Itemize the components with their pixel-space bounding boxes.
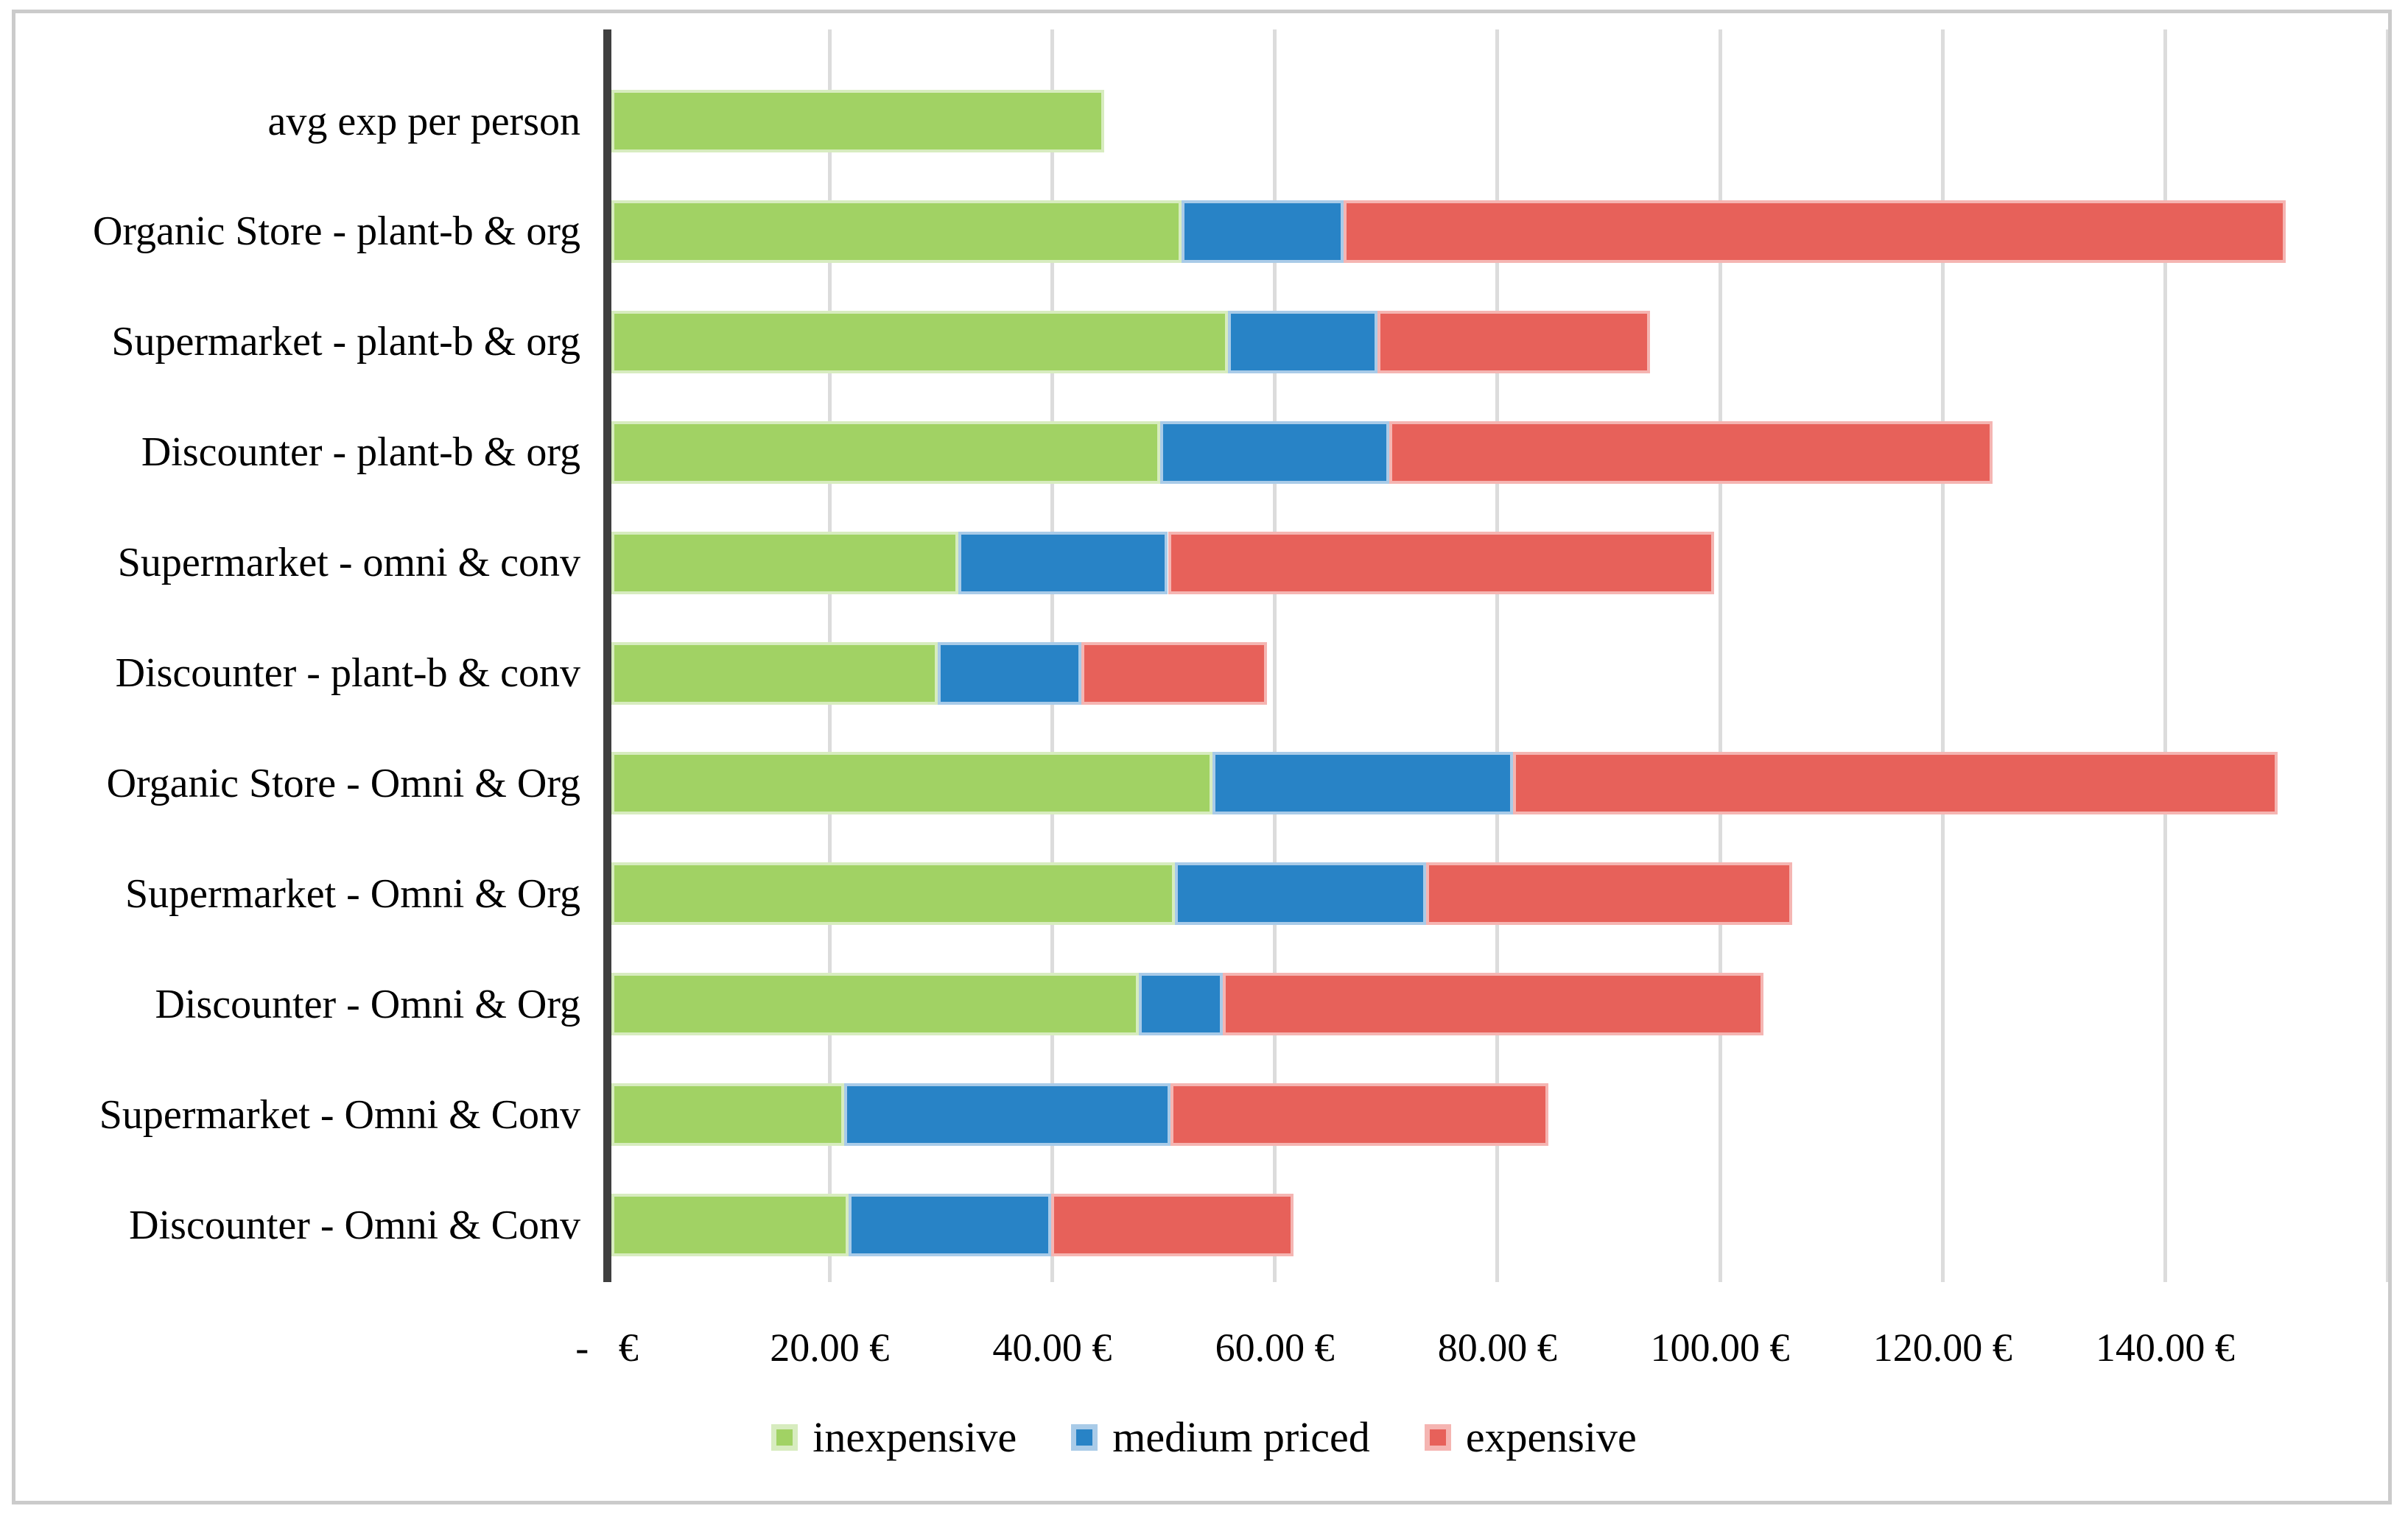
bar-row [611, 420, 2408, 484]
bar-segment-expensive [1512, 752, 2278, 815]
bar-row [611, 1194, 2408, 1256]
category-label: Discounter - Omni & Conv [129, 1202, 580, 1248]
category-label: avg exp per person [267, 98, 580, 144]
bar-segment-expensive [1344, 200, 2286, 263]
category-label: Discounter - Omni & Org [155, 981, 580, 1027]
bar-segment-inexpensive [611, 200, 1182, 263]
bar-segment-medium-priced [958, 531, 1168, 594]
bar-segment-inexpensive [611, 420, 1160, 484]
bar-segment-expensive [1389, 420, 1993, 484]
category-axis-line [603, 29, 611, 1282]
bar-row [611, 200, 2408, 263]
gridline [1718, 29, 1722, 1282]
bar-row [611, 310, 2408, 373]
category-label: Supermarket - plant-b & org [111, 319, 580, 365]
bar-segment-expensive [1377, 310, 1650, 373]
x-axis-tick-label: - € [575, 1326, 639, 1370]
bar-segment-medium-priced [1212, 752, 1513, 815]
x-axis-tick-label: 120.00 € [1872, 1326, 2012, 1370]
category-label: Supermarket - omni & conv [117, 540, 580, 586]
bar-row [611, 862, 2408, 926]
bar-segment-inexpensive [611, 1194, 849, 1256]
legend-marker-inexpensive [771, 1424, 798, 1451]
bar-row [611, 752, 2408, 815]
legend-marker-expensive [1424, 1424, 1451, 1451]
bar-segment-medium-priced [1174, 862, 1427, 926]
gridline [1940, 29, 1945, 1282]
bar-segment-medium-priced [1139, 973, 1223, 1036]
bar-row [611, 973, 2408, 1036]
bar-segment-inexpensive [611, 862, 1175, 926]
category-label: Organic Store - Omni & Org [106, 760, 580, 806]
bar-segment-inexpensive [611, 531, 959, 594]
bar-segment-medium-priced [937, 641, 1081, 705]
bar-segment-expensive [1170, 1083, 1549, 1147]
gridline [1273, 29, 1277, 1282]
category-label: Discounter - plant-b & conv [115, 650, 580, 696]
x-axis-tick-label: 80.00 € [1437, 1326, 1557, 1370]
bar-segment-medium-priced [1181, 200, 1344, 263]
bar-segment-expensive [1426, 862, 1793, 926]
bar-segment-inexpensive [611, 310, 1229, 373]
gridline [2163, 29, 2167, 1282]
bar-segment-medium-priced [1228, 310, 1377, 373]
legend-item: inexpensive [771, 1416, 1017, 1459]
bar-segment-inexpensive [611, 90, 1105, 152]
legend: inexpensive medium priced expensive [0, 1408, 2408, 1467]
category-label: Supermarket - Omni & Conv [99, 1091, 580, 1138]
bar-segment-expensive [1168, 531, 1715, 594]
bar-segment-medium-priced [848, 1194, 1051, 1256]
x-axis-tick-label: 40.00 € [992, 1326, 1112, 1370]
gridline [1495, 29, 1500, 1282]
x-axis-tick-label: 60.00 € [1215, 1326, 1335, 1370]
legend-marker-medium-priced [1071, 1424, 1098, 1451]
bar-segment-inexpensive [611, 641, 938, 705]
legend-item: expensive [1424, 1413, 1637, 1461]
gridline [2386, 29, 2390, 1282]
bar-segment-inexpensive [611, 1083, 844, 1147]
bar-segment-inexpensive [611, 752, 1212, 815]
bar-segment-inexpensive [611, 973, 1140, 1036]
legend-label: expensive [1465, 1413, 1637, 1461]
x-axis-tick-label: 100.00 € [1650, 1326, 1790, 1370]
legend-label: medium priced [1112, 1413, 1370, 1461]
category-label: Supermarket - Omni & Org [125, 870, 580, 917]
bar-segment-medium-priced [843, 1083, 1170, 1147]
bar-row [611, 1083, 2408, 1147]
bar-segment-expensive [1081, 641, 1267, 705]
bar-segment-expensive [1050, 1194, 1294, 1256]
category-label: Discounter - plant-b & org [141, 429, 580, 476]
bar-row [611, 531, 2408, 594]
bar-segment-expensive [1222, 973, 1763, 1036]
category-label: Organic Store - plant-b & org [92, 208, 580, 255]
legend-label: inexpensive [812, 1413, 1017, 1461]
x-axis-tick-label: 140.00 € [2095, 1326, 2235, 1370]
bar-row [611, 90, 2408, 152]
bar-segment-medium-priced [1159, 420, 1390, 484]
x-axis-tick-label: 20.00 € [770, 1326, 890, 1370]
bar-row [611, 641, 2408, 705]
legend-item: medium priced [1071, 1416, 1370, 1459]
